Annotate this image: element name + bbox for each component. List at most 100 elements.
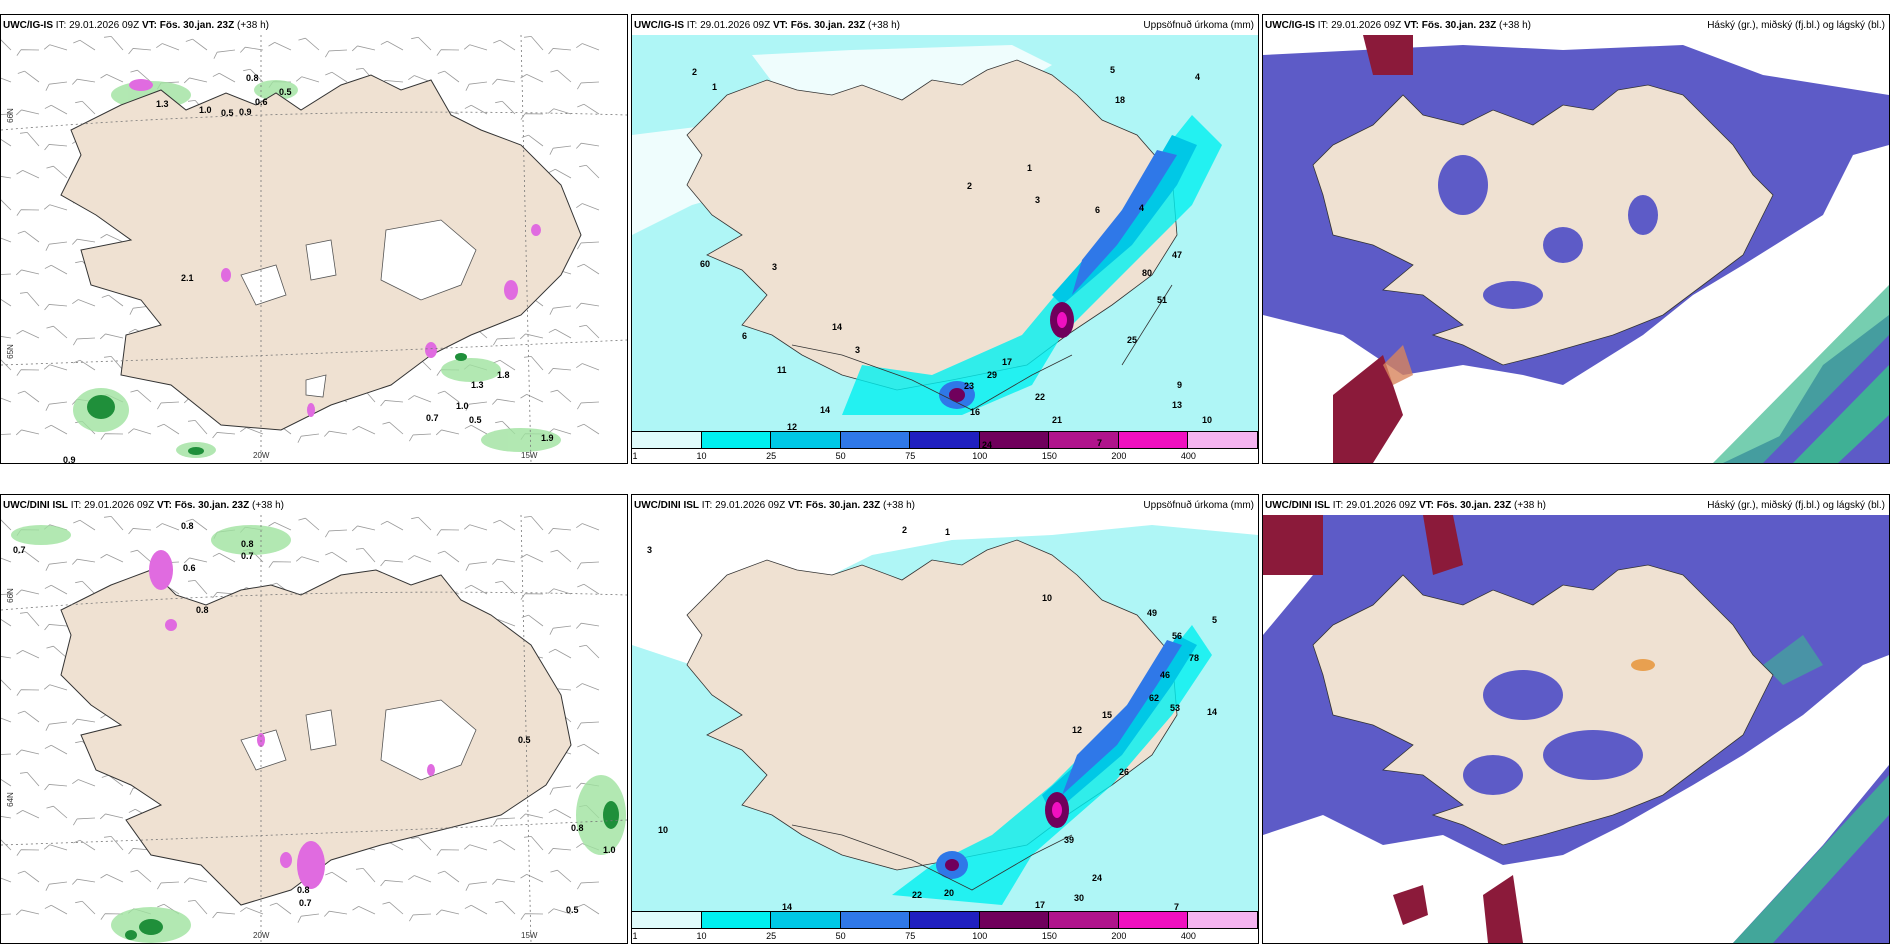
wind-barb <box>44 304 68 311</box>
lon-15w-label: 15W <box>521 931 538 940</box>
precip-map-bottom: UWC/DINI ISL IT: 29.01.2026 09Z VT: Fös.… <box>631 494 1259 944</box>
wind-barb <box>548 808 572 819</box>
colorbar-swatch <box>910 911 980 929</box>
precip-value: 21 <box>1052 415 1063 425</box>
wind-barb <box>128 528 152 535</box>
wind-barb <box>130 549 152 563</box>
lat-66n-label: 66N <box>5 588 15 603</box>
wind-barb <box>437 70 460 83</box>
wind-barb <box>464 104 488 115</box>
lon-20w-label: 20W <box>253 931 270 940</box>
wind-barb <box>576 523 600 531</box>
cloud-cover-map <box>1263 515 1889 943</box>
wind-barb <box>156 523 180 531</box>
panel-header: UWC/IG-IS IT: 29.01.2026 09Z VT: Fös. 30… <box>3 20 269 31</box>
colorbar-swatch <box>1049 911 1119 929</box>
wind-barb <box>17 70 40 83</box>
wind-barb <box>183 77 208 84</box>
wind-barb <box>435 909 460 916</box>
wind-barb <box>1 615 12 627</box>
wind-barb <box>15 589 40 596</box>
wind-barb <box>355 548 376 563</box>
wind-barb <box>43 684 68 691</box>
colorbar-tick-label: 75 <box>905 451 916 461</box>
gust-value: 0.5 <box>566 905 579 915</box>
colorbar-tick-label: 1 <box>632 931 638 941</box>
wind-barb <box>408 875 432 883</box>
wind-barb <box>99 813 124 820</box>
wind-barb <box>352 906 376 915</box>
gust-value: 0.6 <box>255 97 268 107</box>
wind-barb <box>100 234 124 243</box>
gust-value: 1.9 <box>541 433 554 443</box>
wind-barb <box>520 554 544 563</box>
wind-barb <box>103 356 124 371</box>
gust-value: 1.0 <box>603 845 616 855</box>
wind-barb <box>408 395 432 403</box>
precip-value: 17 <box>1002 357 1013 367</box>
wind-barb <box>75 900 96 915</box>
colorbar-swatch <box>1049 431 1119 449</box>
wind-barb <box>408 555 432 563</box>
colorbar-tick-label: 200 <box>1111 931 1127 941</box>
gust-value: 0.8 <box>571 823 584 833</box>
wind-barb <box>240 427 264 435</box>
wind-barb <box>212 552 236 563</box>
wind-barb <box>493 39 516 51</box>
colorbar-swatch <box>771 431 841 449</box>
wind-barb <box>579 644 600 659</box>
wind-barb <box>380 40 404 51</box>
wind-barb <box>495 900 516 915</box>
precip-value: 15 <box>1102 710 1113 720</box>
wind-barb <box>495 100 516 115</box>
wind-barb <box>548 848 572 855</box>
wind-barb <box>411 516 432 531</box>
wind-barb <box>16 369 40 376</box>
wind-barb <box>19 292 40 307</box>
wind-barb <box>549 625 572 635</box>
precip-value: 12 <box>787 422 798 432</box>
wind-barb <box>17 710 40 723</box>
wind-barb <box>463 44 488 51</box>
wind-barb <box>100 874 124 883</box>
wind-barb <box>409 913 432 922</box>
precip-value: 17 <box>1035 900 1046 910</box>
precip-bands <box>842 115 1222 415</box>
wind-barb <box>577 103 600 115</box>
colorbar-tick-label: 1 <box>632 451 638 461</box>
wind-barb <box>1 235 12 243</box>
wind-barb <box>352 426 376 435</box>
wind-barb <box>521 134 544 147</box>
wind-barb <box>269 902 292 915</box>
wind-barb <box>17 230 40 243</box>
wind-barb <box>16 170 40 179</box>
colorbar-swatch <box>979 431 1050 449</box>
precip-map-top: UWC/IG-IS IT: 29.01.2026 09Z VT: Fös. 30… <box>631 14 1259 464</box>
wind-barb <box>240 46 264 53</box>
precip-value: 4 <box>1139 203 1145 213</box>
wind-barb <box>185 38 208 51</box>
wind-barb <box>44 624 68 631</box>
wind-barb <box>325 49 348 58</box>
wind-barb <box>156 43 180 51</box>
gust-value: 0.8 <box>181 521 194 531</box>
wind-barb <box>73 519 96 531</box>
wind-barb <box>44 144 68 151</box>
wind-barb <box>212 72 236 83</box>
colorbar-tick-label: 150 <box>1041 931 1057 941</box>
precip-title: Uppsöfnuð úrkoma (mm) <box>1143 500 1254 511</box>
panel-header: UWC/IG-IS IT: 29.01.2026 09Z VT: Fös. 30… <box>1265 20 1531 31</box>
wind-barb <box>325 71 348 83</box>
wind-barb <box>548 168 572 179</box>
precip-value: 29 <box>987 370 998 380</box>
wind-barb <box>243 68 264 83</box>
colorbar-tick-label: 50 <box>835 451 846 461</box>
wind-barb <box>1 433 12 442</box>
wind-barb <box>240 907 264 915</box>
wind-barb <box>547 908 572 915</box>
wind-barb <box>43 844 68 851</box>
wind-barb <box>15 109 40 116</box>
wind-barb <box>465 81 488 91</box>
wind-barb <box>576 203 600 211</box>
wind-barb <box>157 423 180 435</box>
